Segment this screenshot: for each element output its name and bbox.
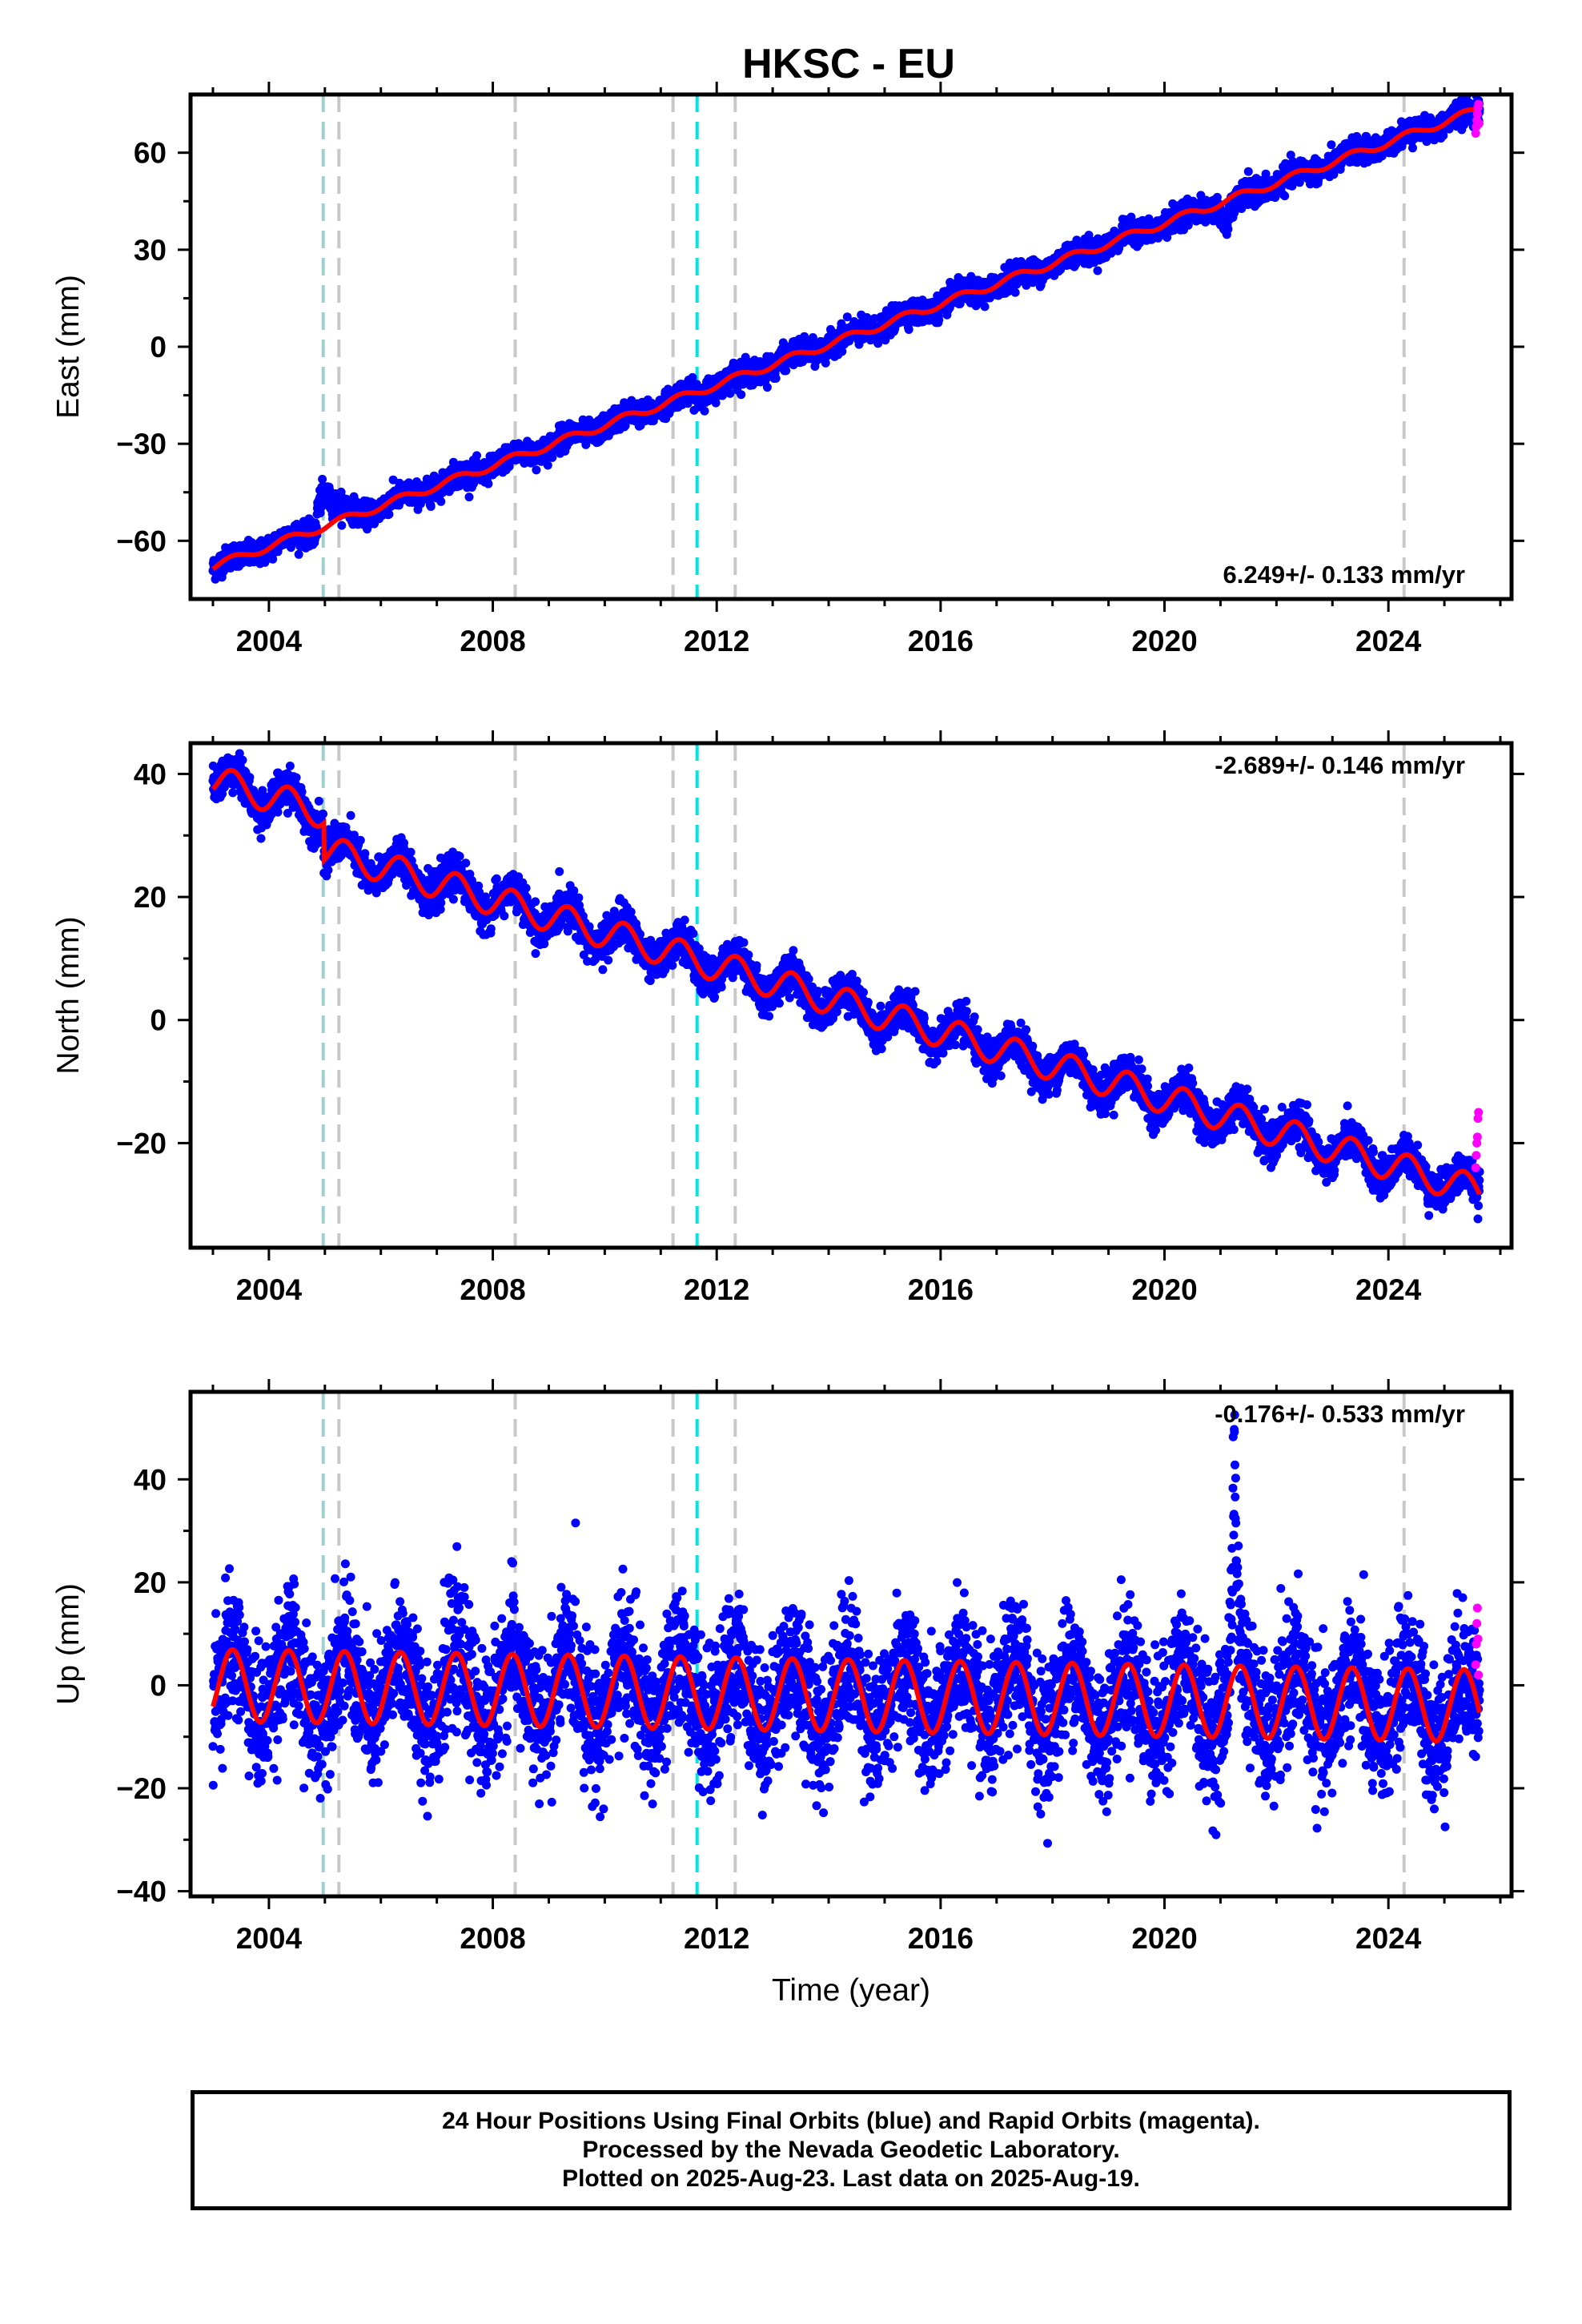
final-orbit-point [318, 474, 327, 484]
final-orbit-point [904, 325, 913, 334]
final-orbit-point [980, 302, 990, 312]
final-orbit-point [711, 398, 721, 408]
final-orbit-point [737, 390, 746, 400]
final-orbit-point [484, 479, 493, 489]
final-orbit-point [837, 347, 847, 356]
final-orbit-point [1093, 266, 1102, 275]
final-orbit-point [1327, 140, 1336, 150]
final-orbit-point [808, 333, 817, 342]
final-orbit-points [208, 94, 1484, 584]
final-orbit-point [717, 391, 727, 400]
final-orbit-point [384, 509, 394, 519]
final-orbit-point [426, 502, 436, 511]
final-orbit-point [934, 315, 944, 324]
panel-east: 2004 2008 2012 2016 2020 2024−60−3003060East … [51, 82, 1524, 657]
final-orbit-point [700, 406, 709, 416]
final-orbit-point [543, 460, 552, 470]
final-orbit-point [337, 521, 347, 530]
final-orbit-point [1170, 225, 1178, 235]
final-orbit-point [800, 332, 809, 341]
final-orbit-point [548, 452, 557, 462]
final-orbit-point [762, 383, 772, 392]
final-orbit-point [1223, 224, 1233, 234]
final-orbit-point [1010, 287, 1020, 297]
final-orbit-point [464, 493, 474, 502]
final-orbit-point [1162, 233, 1172, 242]
final-orbit-point [842, 312, 852, 322]
final-orbit-point [294, 549, 303, 559]
final-orbit-point [781, 366, 791, 376]
figure-title: HKSC - EU [742, 41, 955, 87]
final-orbit-point [1408, 143, 1417, 153]
panels: 2004 2008 2012 2016 2020 2024−60−3003060East … [51, 82, 1524, 2008]
final-orbit-point [472, 451, 481, 460]
final-orbit-point [1183, 220, 1193, 230]
final-orbit-point [725, 388, 735, 398]
final-orbit-point [532, 465, 541, 475]
final-orbit-point [1280, 191, 1290, 201]
final-orbit-point [1243, 167, 1253, 176]
final-orbit-point [821, 358, 830, 368]
final-orbit-point [771, 373, 781, 383]
final-orbit-point [317, 502, 327, 512]
final-orbit-point [436, 497, 446, 506]
